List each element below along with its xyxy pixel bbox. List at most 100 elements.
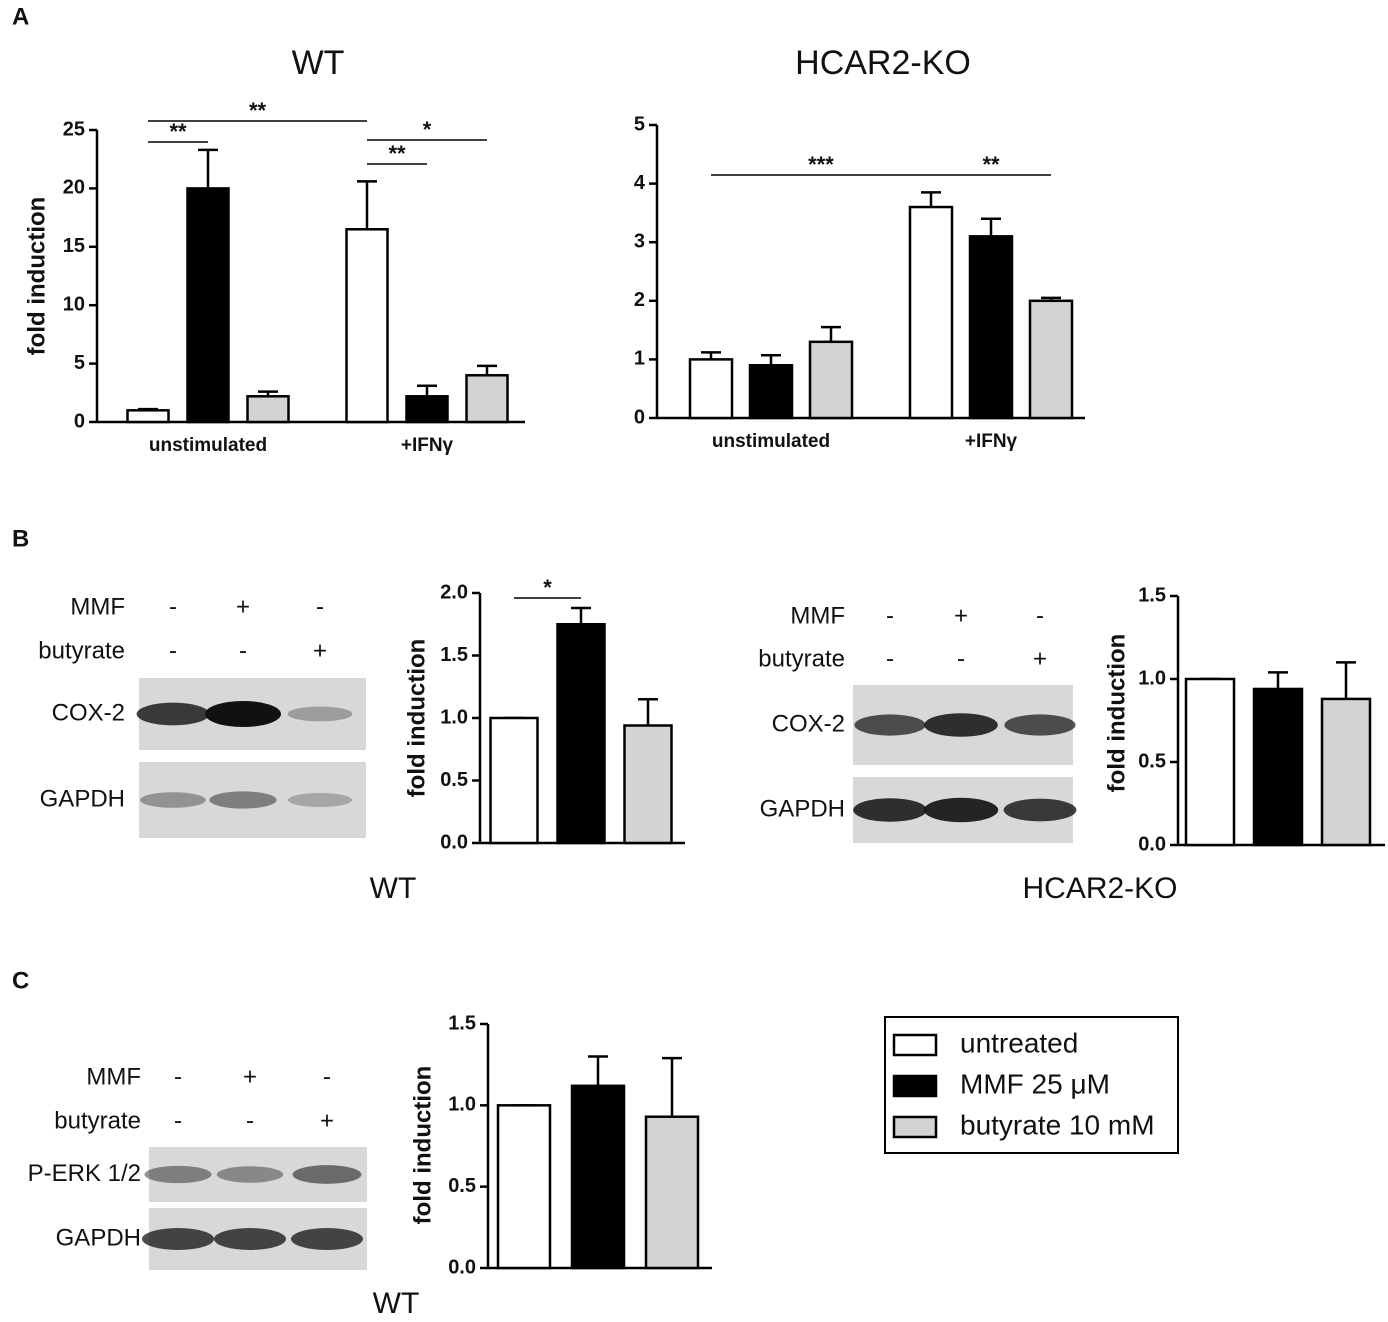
treatment-sign: + bbox=[954, 602, 968, 629]
y-tick-label: 0.0 bbox=[440, 831, 468, 853]
legend-label: untreated bbox=[960, 1027, 1078, 1058]
legend-box bbox=[884, 1016, 1179, 1154]
caption: WT bbox=[373, 1287, 420, 1320]
treatment-sign: + bbox=[236, 593, 250, 620]
treatment-sign: - bbox=[169, 593, 177, 620]
y-tick-label: 0.5 bbox=[440, 769, 468, 791]
legend-label: butyrate 10 mM bbox=[960, 1109, 1155, 1140]
treatment-sign: - bbox=[246, 1107, 254, 1134]
y-tick-label: 0 bbox=[634, 406, 645, 428]
blot-band bbox=[292, 1165, 362, 1184]
y-tick-label: 0 bbox=[74, 410, 85, 432]
y-tick-label: 2 bbox=[634, 289, 645, 311]
y-tick-label: 20 bbox=[63, 177, 85, 199]
blot-band bbox=[205, 701, 281, 727]
treatment-sign: - bbox=[316, 593, 324, 620]
bar bbox=[688, 358, 734, 420]
treatment-sign: - bbox=[169, 637, 177, 664]
y-tick-label: 0.5 bbox=[1138, 750, 1166, 772]
bar bbox=[808, 340, 854, 420]
y-tick-label: 1 bbox=[634, 348, 645, 370]
treatment-sign: + bbox=[320, 1107, 334, 1134]
y-tick-label: 4 bbox=[634, 172, 646, 194]
y-tick-label: 1.5 bbox=[1138, 584, 1166, 606]
treatment-sign: + bbox=[1033, 645, 1047, 672]
y-tick-label: 1.0 bbox=[1138, 667, 1166, 689]
legend-label: MMF 25 μM bbox=[960, 1068, 1110, 1099]
y-tick-label: 3 bbox=[634, 230, 645, 252]
y-axis-label: fold induction bbox=[23, 197, 50, 356]
band-label: COX-2 bbox=[52, 699, 125, 726]
x-tick-label: unstimulated bbox=[149, 435, 267, 456]
band-label: P-ERK 1/2 bbox=[28, 1160, 141, 1187]
blot-band bbox=[136, 702, 210, 726]
significance-label: ** bbox=[982, 152, 1000, 177]
y-tick-label: 0.0 bbox=[448, 1256, 476, 1278]
treatment-sign: - bbox=[886, 645, 894, 672]
significance-label: *** bbox=[808, 152, 834, 177]
blot-band bbox=[1003, 798, 1077, 822]
bar bbox=[496, 1104, 552, 1270]
blot-band bbox=[924, 713, 998, 737]
y-tick-label: 0.5 bbox=[448, 1175, 476, 1197]
treatment-sign: + bbox=[313, 637, 327, 664]
blot-band bbox=[1004, 714, 1076, 736]
significance-label: * bbox=[543, 575, 552, 600]
treatment-sign: - bbox=[1036, 602, 1044, 629]
treatment-label: butyrate bbox=[54, 1107, 141, 1134]
treatment-label: MMF bbox=[70, 593, 125, 620]
bar bbox=[405, 395, 449, 424]
treatment-label: butyrate bbox=[758, 645, 845, 672]
panel-label: C bbox=[12, 967, 29, 994]
significance-label: ** bbox=[249, 98, 267, 123]
treatment-sign: - bbox=[957, 645, 965, 672]
y-tick-label: 15 bbox=[63, 235, 85, 257]
caption: HCAR2-KO bbox=[1022, 872, 1177, 905]
y-tick-label: 0.0 bbox=[1138, 833, 1166, 855]
band-label: GAPDH bbox=[760, 795, 845, 822]
panel-label: B bbox=[12, 525, 29, 552]
bar bbox=[1028, 299, 1074, 420]
y-tick-label: 2.0 bbox=[440, 581, 468, 603]
treatment-sign: - bbox=[174, 1107, 182, 1134]
y-tick-label: 5 bbox=[74, 352, 85, 374]
treatment-sign: + bbox=[243, 1063, 257, 1090]
bar bbox=[465, 374, 509, 424]
bar bbox=[1252, 687, 1304, 847]
panel-label: A bbox=[12, 3, 29, 30]
caption: WT bbox=[370, 872, 417, 905]
bar bbox=[345, 228, 389, 424]
legend-swatch bbox=[892, 1033, 938, 1057]
y-tick-label: 1.0 bbox=[448, 1094, 476, 1116]
y-tick-label: 25 bbox=[63, 118, 85, 140]
bar bbox=[126, 409, 170, 424]
bar bbox=[968, 235, 1014, 420]
legend-swatch bbox=[892, 1115, 938, 1139]
blot-band bbox=[853, 798, 927, 822]
blot-band bbox=[216, 1166, 284, 1183]
significance-label: * bbox=[423, 117, 432, 142]
y-tick-label: 1.5 bbox=[440, 644, 468, 666]
treatment-sign: - bbox=[323, 1063, 331, 1090]
bar bbox=[186, 187, 230, 424]
treatment-sign: - bbox=[174, 1063, 182, 1090]
y-tick-label: 1.0 bbox=[440, 706, 468, 728]
y-tick-label: 10 bbox=[63, 293, 85, 315]
bar bbox=[623, 724, 673, 845]
chart-title: HCAR2-KO bbox=[795, 44, 971, 82]
x-tick-label: +IFNγ bbox=[965, 431, 1018, 452]
band-label: GAPDH bbox=[40, 785, 125, 812]
blot-band bbox=[209, 791, 277, 809]
band-label: GAPDH bbox=[56, 1224, 141, 1251]
blot-band bbox=[287, 706, 353, 722]
significance-label: ** bbox=[388, 141, 406, 166]
bar bbox=[644, 1115, 700, 1270]
blot-band bbox=[144, 1165, 212, 1184]
x-tick-label: +IFNγ bbox=[401, 435, 454, 456]
blot-band bbox=[140, 792, 206, 808]
blot-band bbox=[214, 1228, 286, 1250]
blot-band bbox=[288, 793, 352, 807]
treatment-label: MMF bbox=[86, 1063, 141, 1090]
bar bbox=[246, 395, 290, 424]
